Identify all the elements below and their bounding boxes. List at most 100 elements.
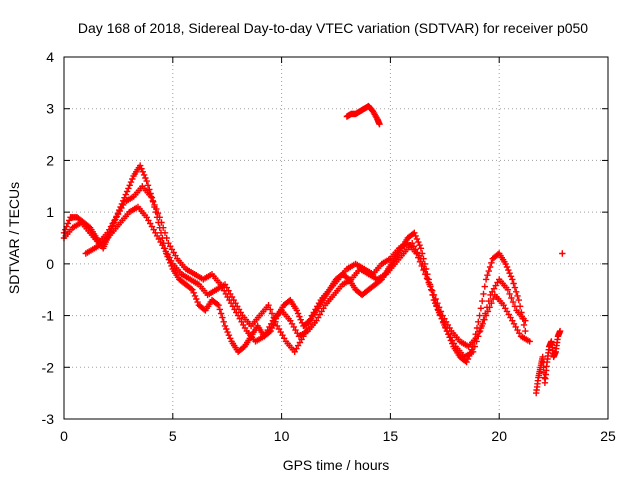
data-point-track-a xyxy=(194,298,201,306)
data-point-track-a xyxy=(191,292,199,300)
data-point-track-a xyxy=(477,305,485,312)
data-point-track-b xyxy=(509,298,517,306)
data-point-track-b xyxy=(156,214,163,221)
data-point-track-a xyxy=(463,358,470,366)
y-tick-label: 3 xyxy=(46,101,54,117)
data-point-track-c xyxy=(300,333,307,340)
data-point-track-c xyxy=(422,271,429,278)
data-point-track-a xyxy=(412,232,419,240)
data-point-track-b xyxy=(504,286,512,293)
data-point-track-b xyxy=(147,193,155,200)
data-point-track-c xyxy=(432,295,439,303)
data-point-track-b xyxy=(469,348,477,355)
y-tick-label: 2 xyxy=(46,152,54,168)
data-point-track-a xyxy=(193,295,200,303)
data-point-track-a xyxy=(127,178,135,186)
data-point-track-b xyxy=(508,294,515,302)
data-point-track-c xyxy=(435,304,443,311)
x-axis-label: GPS time / hours xyxy=(283,457,390,473)
data-point-track-c xyxy=(423,275,431,282)
data-point-track-a xyxy=(219,314,226,321)
data-point-track-b xyxy=(428,286,435,293)
data-point-track-c xyxy=(272,318,279,325)
data-point-track-a xyxy=(187,285,195,292)
data-point-track-a xyxy=(64,220,72,227)
data-point-track-c xyxy=(425,279,432,286)
data-point-track-a xyxy=(488,259,495,266)
data-point-track-a xyxy=(215,302,222,309)
data-point-track-a xyxy=(297,316,304,323)
data-point-track-a xyxy=(417,245,425,252)
y-tick-label: -1 xyxy=(42,308,55,324)
data-point-track-a xyxy=(411,229,418,236)
data-point-outlier xyxy=(559,250,566,257)
data-point-track-a xyxy=(486,263,494,271)
axis-ticks: 0 5 10 15 20 25 -3 -2 -1 0 1 2 3 4 xyxy=(42,49,616,444)
chart-title: Day 168 of 2018, Sidereal Day-to-day VTE… xyxy=(78,20,588,36)
data-point-track-a xyxy=(221,322,229,330)
data-point-track-a xyxy=(220,318,227,325)
data-point-track-a xyxy=(415,238,422,246)
data-point-track-a xyxy=(140,171,148,179)
data-point-track-b xyxy=(506,290,513,298)
data-point-segment-late xyxy=(556,327,564,335)
data-point-track-a xyxy=(125,185,132,192)
data-point-track-c xyxy=(484,308,492,315)
data-point-track-a xyxy=(126,182,133,189)
y-tick-label: -3 xyxy=(42,411,55,427)
data-point-track-a xyxy=(475,318,482,325)
data-point-track-c xyxy=(427,283,434,290)
x-tick-label: 10 xyxy=(274,428,290,444)
data-point-track-c xyxy=(268,310,276,317)
y-tick-label: 0 xyxy=(46,256,54,272)
data-point-track-a xyxy=(122,191,129,198)
data-point-track-c xyxy=(434,300,441,307)
data-point-track-a xyxy=(143,177,150,185)
data-point-segment-3-tecu xyxy=(376,121,383,128)
x-tick-label: 5 xyxy=(169,428,177,444)
data-point-track-a xyxy=(476,312,483,319)
data-point-track-c xyxy=(415,254,422,261)
data-point-track-c xyxy=(430,291,438,299)
data-point-track-b xyxy=(161,229,169,236)
data-point-track-c xyxy=(488,300,495,307)
data-point-track-a xyxy=(294,310,302,317)
data-point-track-a xyxy=(142,174,149,182)
data-point-track-a xyxy=(479,297,486,305)
data-points xyxy=(60,102,566,397)
data-point-track-a xyxy=(137,162,144,169)
data-point-track-a xyxy=(482,276,490,283)
data-point-track-a xyxy=(189,286,196,293)
data-point-track-a xyxy=(522,327,529,335)
data-point-track-a xyxy=(502,260,509,268)
data-point-track-b xyxy=(160,224,167,231)
data-point-track-a xyxy=(515,296,522,304)
data-point-track-c xyxy=(437,308,445,315)
data-point-track-c xyxy=(418,262,425,270)
data-point-track-c xyxy=(481,316,488,323)
data-point-track-a xyxy=(123,188,131,195)
data-point-track-a xyxy=(267,327,274,335)
data-point-track-a xyxy=(293,307,300,314)
data-point-track-a xyxy=(503,263,511,271)
data-point-track-b xyxy=(153,205,160,213)
data-point-track-a xyxy=(485,267,492,275)
data-point-track-a xyxy=(227,335,234,342)
data-point-track-c xyxy=(476,328,483,336)
data-point-track-c xyxy=(526,338,533,345)
data-point-track-a xyxy=(223,325,230,333)
data-point-track-b xyxy=(476,327,484,335)
data-point-track-c xyxy=(486,304,493,311)
data-point-track-b xyxy=(149,197,156,204)
data-point-track-b xyxy=(163,234,170,242)
x-tick-label: 25 xyxy=(600,428,616,444)
data-point-track-a xyxy=(480,290,487,298)
data-point-track-a xyxy=(144,182,152,189)
data-point-track-b xyxy=(424,276,431,283)
data-point-track-a xyxy=(510,280,517,287)
data-point-track-b xyxy=(471,343,478,350)
data-point-track-c xyxy=(413,250,420,257)
data-point-track-c xyxy=(474,333,481,340)
y-tick-label: 1 xyxy=(46,204,54,220)
data-point-track-c xyxy=(416,258,424,265)
